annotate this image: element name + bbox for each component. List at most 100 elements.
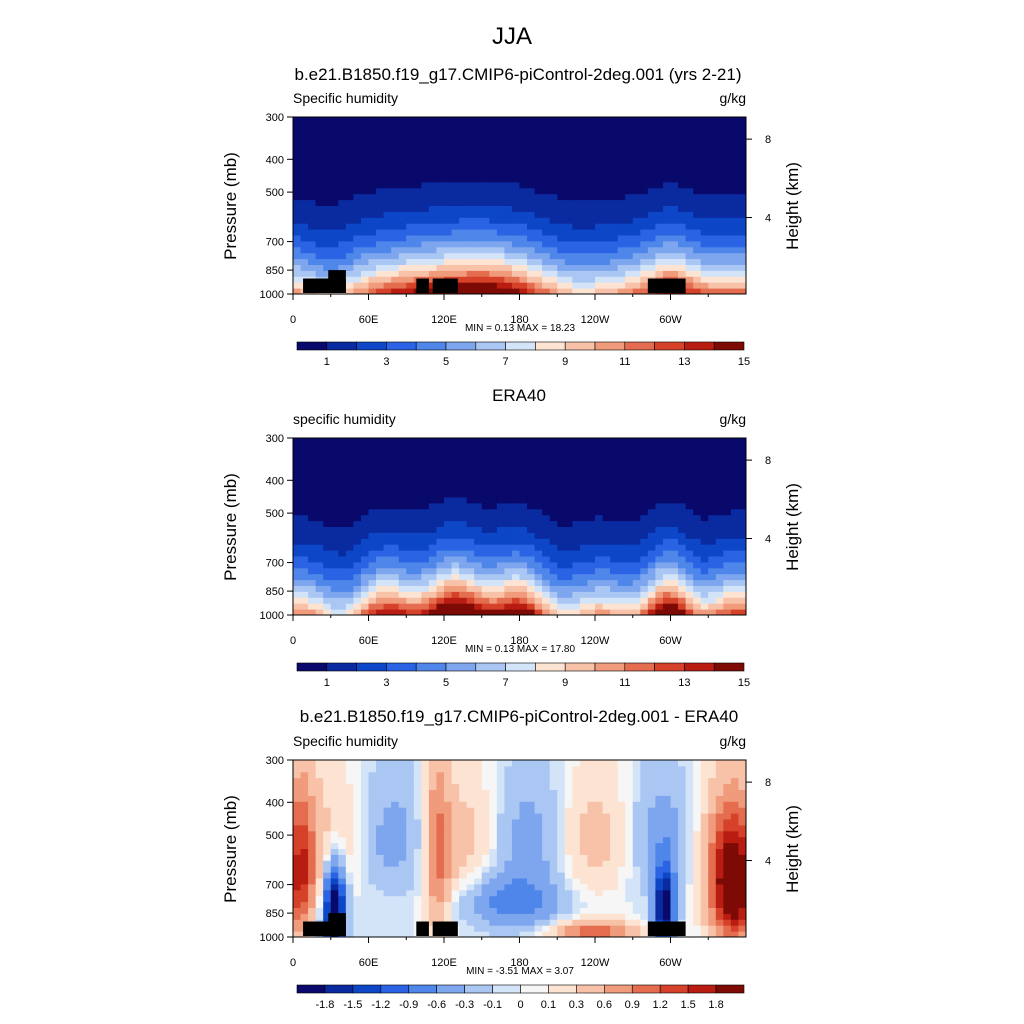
heatmap-cell <box>345 479 354 486</box>
heatmap-cell <box>723 603 732 610</box>
heatmap-cell <box>353 872 362 879</box>
heatmap-cell <box>368 235 377 242</box>
heatmap-cell <box>610 532 619 539</box>
heatmap-cell <box>383 479 392 486</box>
heatmap-cell <box>383 288 392 295</box>
heatmap-cell <box>572 848 581 855</box>
heatmap-cell <box>700 211 709 218</box>
heatmap-cell <box>376 164 385 171</box>
heatmap-cell <box>353 282 362 289</box>
heatmap-cell <box>625 473 634 480</box>
heatmap-cell <box>511 199 520 206</box>
heatmap-cell <box>376 556 385 563</box>
heatmap-cell <box>534 205 543 212</box>
heatmap-cell <box>595 514 604 522</box>
heatmap-cell <box>549 282 558 289</box>
heatmap-cell <box>504 591 513 598</box>
heatmap-cell <box>715 229 724 236</box>
heatmap-cell <box>489 187 498 195</box>
heatmap-cell <box>360 561 369 569</box>
heatmap-cell <box>715 205 724 212</box>
heatmap-cell <box>730 152 739 159</box>
heatmap-cell <box>474 878 483 885</box>
heatmap-cell <box>330 252 339 260</box>
heatmap-cell <box>708 246 717 254</box>
heatmap-cell <box>511 520 520 527</box>
heatmap-cell <box>579 854 588 861</box>
heatmap-cell <box>481 777 490 785</box>
heatmap-cell <box>572 901 581 908</box>
heatmap-cell <box>534 181 543 189</box>
heatmap-cell <box>413 561 422 569</box>
heatmap-cell <box>738 438 747 445</box>
heatmap-cell <box>572 895 581 903</box>
heatmap-cell <box>474 502 483 510</box>
heatmap-cell <box>723 449 732 457</box>
heatmap-cell <box>300 449 309 457</box>
heatmap-cell <box>572 276 581 283</box>
heatmap-cell <box>436 556 445 563</box>
heatmap-cell <box>293 211 302 218</box>
heatmap-cell <box>730 491 739 498</box>
heatmap-cell <box>557 819 566 826</box>
heatmap-cell <box>572 609 581 616</box>
heatmap-cell <box>564 229 573 236</box>
heatmap-cell <box>459 152 468 159</box>
heatmap-cell <box>700 520 709 527</box>
heatmap-cell <box>353 288 362 295</box>
heatmap-cell <box>398 246 407 254</box>
heatmap-cell <box>428 872 437 879</box>
heatmap-cell <box>579 229 588 236</box>
heatmap-cell <box>406 579 415 586</box>
heatmap-cell <box>391 235 400 242</box>
heatmap-cell <box>444 836 453 844</box>
heatmap-cell <box>700 585 709 592</box>
heatmap-cell <box>353 807 362 814</box>
heatmap-cell <box>549 907 558 914</box>
heatmap-cell <box>300 579 309 586</box>
heatmap-cell <box>738 526 747 533</box>
heatmap-cell <box>436 603 445 610</box>
heatmap-cell <box>542 276 551 283</box>
heatmap-cell <box>504 783 513 790</box>
heatmap-cell <box>693 276 702 283</box>
heatmap-cell <box>338 146 347 153</box>
heatmap-cell <box>368 603 377 610</box>
heatmap-cell <box>383 455 392 463</box>
heatmap-cell <box>587 270 596 277</box>
heatmap-cell <box>496 270 505 277</box>
heatmap-cell <box>662 556 671 563</box>
heatmap-cell <box>542 807 551 814</box>
heatmap-cell <box>587 479 596 486</box>
heatmap-cell <box>511 561 520 569</box>
heatmap-cell <box>640 561 649 569</box>
heatmap-cell <box>489 288 498 295</box>
heatmap-cell <box>444 223 453 230</box>
heatmap-cell <box>338 205 347 212</box>
heatmap-cell <box>519 223 528 230</box>
heatmap-cell <box>421 176 430 183</box>
heatmap-cell <box>428 824 437 832</box>
heatmap-cell <box>323 449 332 457</box>
heatmap-cell <box>353 122 362 130</box>
heatmap-cell <box>489 235 498 242</box>
heatmap-cell <box>360 223 369 230</box>
heatmap-cell <box>557 187 566 195</box>
heatmap-cell <box>595 240 604 248</box>
heatmap-cell <box>693 128 702 136</box>
heatmap-cell <box>459 854 468 861</box>
heatmap-cell <box>595 282 604 289</box>
heatmap-cell <box>617 502 626 510</box>
heatmap-cell <box>413 229 422 236</box>
heatmap-cell <box>368 813 377 820</box>
heatmap-cell <box>360 288 369 295</box>
heatmap-cell <box>315 199 324 206</box>
heatmap-cell <box>383 264 392 271</box>
heatmap-cell <box>587 597 596 604</box>
heatmap-cell <box>451 443 460 451</box>
heatmap-cell <box>579 449 588 457</box>
heatmap-cell <box>451 270 460 277</box>
heatmap-cell <box>413 449 422 457</box>
heatmap-cell <box>670 240 679 248</box>
colorbar-swatch <box>654 341 685 351</box>
